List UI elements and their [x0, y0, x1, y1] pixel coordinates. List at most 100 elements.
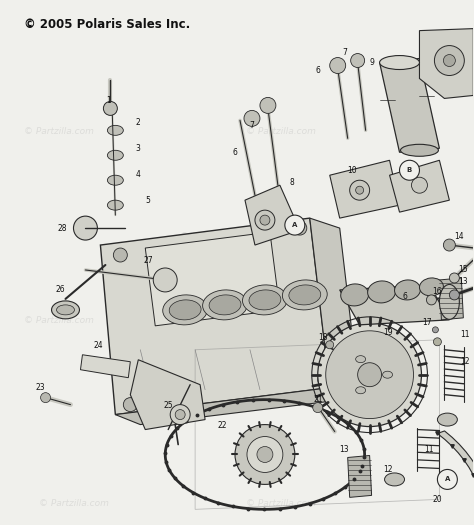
Text: 5: 5 [146, 196, 151, 205]
Text: 26: 26 [56, 286, 65, 295]
Circle shape [427, 295, 437, 305]
Circle shape [170, 405, 190, 425]
Circle shape [438, 469, 457, 489]
Text: 7: 7 [249, 121, 255, 130]
Polygon shape [390, 160, 449, 212]
Polygon shape [310, 218, 360, 397]
Text: 28: 28 [58, 224, 67, 233]
Circle shape [41, 393, 51, 403]
Ellipse shape [438, 413, 457, 426]
Text: 9: 9 [369, 58, 374, 67]
Circle shape [113, 248, 128, 262]
Text: 6: 6 [402, 292, 407, 301]
Text: 24: 24 [93, 341, 103, 350]
Ellipse shape [108, 175, 123, 185]
Text: © Partzilla.com: © Partzilla.com [38, 499, 109, 508]
Ellipse shape [356, 387, 365, 394]
Text: 25: 25 [164, 401, 173, 410]
Ellipse shape [341, 284, 369, 306]
Text: 19: 19 [383, 328, 392, 338]
Text: 4: 4 [136, 170, 141, 179]
Polygon shape [439, 278, 463, 320]
Circle shape [434, 46, 465, 76]
Text: 14: 14 [455, 232, 464, 240]
Circle shape [257, 446, 273, 463]
Text: A: A [445, 476, 450, 482]
Circle shape [432, 327, 438, 333]
Circle shape [318, 373, 332, 387]
Ellipse shape [283, 280, 327, 310]
Text: 18: 18 [318, 333, 328, 342]
Polygon shape [380, 59, 439, 152]
Circle shape [326, 341, 334, 349]
Text: 11: 11 [461, 330, 470, 339]
Text: © Partzilla.com: © Partzilla.com [24, 127, 94, 136]
Text: 2: 2 [136, 118, 141, 127]
Polygon shape [330, 160, 400, 218]
Ellipse shape [243, 285, 287, 315]
Text: © 2005 Polaris Sales Inc.: © 2005 Polaris Sales Inc. [24, 18, 191, 31]
Ellipse shape [52, 301, 80, 319]
Ellipse shape [368, 281, 395, 303]
Polygon shape [145, 232, 280, 326]
Ellipse shape [380, 56, 419, 69]
Circle shape [411, 177, 428, 193]
Circle shape [73, 216, 98, 240]
Circle shape [247, 437, 283, 472]
Ellipse shape [419, 278, 443, 296]
Circle shape [293, 221, 307, 235]
Circle shape [356, 186, 364, 194]
Circle shape [358, 363, 382, 387]
Text: 13: 13 [458, 277, 468, 287]
Polygon shape [100, 218, 330, 415]
Circle shape [351, 54, 365, 68]
Circle shape [244, 110, 260, 127]
Circle shape [285, 215, 305, 235]
Ellipse shape [56, 305, 74, 315]
Polygon shape [419, 29, 474, 98]
Polygon shape [347, 456, 372, 497]
Circle shape [313, 403, 323, 413]
Text: 8: 8 [290, 178, 294, 187]
Text: 3: 3 [136, 144, 141, 153]
Ellipse shape [394, 280, 420, 300]
Text: 16: 16 [433, 287, 442, 297]
Circle shape [449, 290, 459, 300]
Circle shape [235, 425, 295, 485]
Circle shape [318, 323, 421, 427]
Circle shape [255, 210, 275, 230]
Polygon shape [115, 387, 360, 425]
Text: 1: 1 [106, 96, 111, 105]
Text: 6: 6 [233, 148, 237, 157]
Ellipse shape [108, 125, 123, 135]
Ellipse shape [169, 300, 201, 320]
Text: © Partzilla.com: © Partzilla.com [180, 232, 250, 241]
Circle shape [330, 58, 346, 74]
Text: © Partzilla.com: © Partzilla.com [246, 127, 316, 136]
Circle shape [123, 397, 137, 412]
Circle shape [175, 410, 185, 419]
Text: 22: 22 [217, 421, 227, 430]
Text: 7: 7 [342, 48, 347, 57]
Text: © Partzilla.com: © Partzilla.com [24, 316, 94, 324]
Polygon shape [379, 431, 474, 525]
Polygon shape [130, 360, 205, 429]
Text: 27: 27 [144, 256, 153, 265]
Text: © Partzilla.com: © Partzilla.com [246, 316, 316, 324]
Circle shape [449, 273, 459, 283]
Text: © Partzilla.com: © Partzilla.com [246, 499, 316, 508]
Text: 6: 6 [315, 66, 320, 75]
Ellipse shape [209, 295, 241, 315]
Circle shape [443, 239, 456, 251]
Polygon shape [245, 185, 300, 245]
Text: 21: 21 [313, 395, 322, 404]
Ellipse shape [401, 144, 438, 156]
Ellipse shape [289, 285, 321, 305]
Text: 20: 20 [433, 495, 442, 504]
Ellipse shape [108, 150, 123, 160]
Circle shape [326, 331, 413, 418]
Text: 17: 17 [423, 318, 432, 328]
Text: 13: 13 [339, 445, 348, 454]
Text: 10: 10 [347, 166, 356, 175]
Ellipse shape [383, 371, 392, 378]
